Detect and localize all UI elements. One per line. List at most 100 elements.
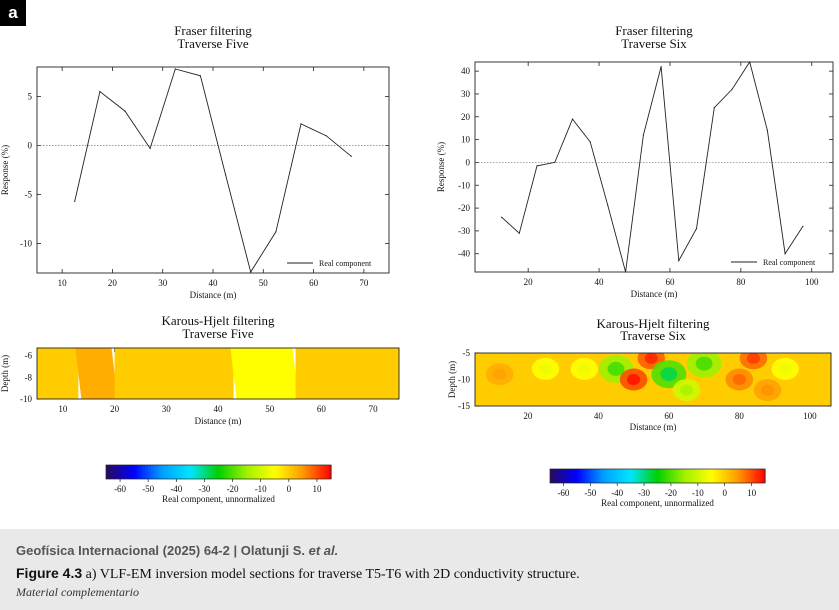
colorbar-segment [319,465,324,479]
colorbar-segment [590,469,594,483]
plot-frame [474,352,832,407]
data-point [300,123,302,125]
x-tick-label: 100 [803,411,817,421]
colorbar-segment [162,465,166,479]
colorbar-segment [762,469,766,483]
y-tick-label: -5 [25,190,33,200]
heatmap-body [475,353,831,406]
x-tick-label: 30 [162,404,172,414]
y-axis-label: Response (%) [436,142,446,192]
colorbar-segment [587,469,591,483]
x-tick-label: 40 [214,404,224,414]
colorbar-segment [574,469,578,483]
plot-frame [36,347,400,400]
colorbar-segment [555,469,559,483]
colorbar-segment [627,469,632,483]
colorbar-tick-label: -60 [114,484,126,494]
colorbar-segment [571,469,575,483]
y-tick-label: -30 [458,226,470,236]
colorbar-segment [579,469,583,483]
data-point [695,228,698,230]
data-point [350,155,352,157]
y-axis-label: Depth (m) [447,361,457,398]
legend-label: Real component [763,258,816,267]
colorbar-segment [756,469,761,483]
colorbar-segment [563,469,567,483]
y-tick-label: -15 [458,401,470,411]
material-note: Material complementario [16,585,139,599]
colorbar-segment [700,469,704,483]
x-tick-label: 40 [595,277,605,287]
colorbar-segment [730,469,734,483]
colorbar-segment [274,465,279,479]
series-line-real-component [501,60,804,273]
colorbar-segment [328,465,332,479]
colorbar-segment [286,465,290,479]
colorbar-segment [156,465,161,479]
data-point [174,68,176,70]
colorbar-segment [568,469,573,483]
colorbar-segment [114,465,118,479]
colorbar-segment [316,465,321,479]
colorbar-segment [196,465,200,479]
colorbar-segment [111,465,116,479]
y-tick-label: 10 [461,135,471,145]
colorbar-segment [644,469,648,483]
colorbar-segment [636,469,640,483]
colorbar-segment [305,465,310,479]
colorbar-segment [595,469,599,483]
colorbar-segment [689,469,694,483]
colorbar-segment [751,469,755,483]
data-point [731,88,733,90]
colorbar-segment [153,465,158,479]
x-tick-label: 60 [309,278,319,288]
colorbar-segment [210,465,214,479]
colorbar-segment [724,469,728,483]
colorbar-tick-label: 0 [287,484,292,494]
colorbar-segment [598,469,602,483]
data-point [802,225,804,227]
caption-text: a) VLF-EM inversion model sections for t… [85,567,580,582]
colorbar-segment [108,465,113,479]
colorbar-segment [654,469,659,483]
colorbar-segment [300,465,304,479]
colorbar-segment [638,469,642,483]
x-tick-label: 20 [110,404,120,414]
colorbar-segment [584,469,589,483]
colorbar-segment [173,465,177,479]
journal-text: Geofísica Internacional (2025) 64-2 | Ol… [16,543,306,558]
colorbar-segment [139,465,144,479]
x-tick-label: 10 [58,278,68,288]
colorbar-segment [727,469,731,483]
colorbar-segment [641,469,645,483]
heatmap-anomaly-core [644,353,658,364]
colorbar-segment [291,465,296,479]
colorbar-tick-label: -40 [170,484,182,494]
colorbar-segment [713,469,718,483]
colorbar-segment [131,465,135,479]
x-tick-label: 60 [665,277,675,287]
heatmap-zone [295,348,399,399]
colorbar-segment [184,465,189,479]
colorbar-segment [735,469,739,483]
y-tick-label: -5 [463,348,471,358]
colorbar-tick-label: -60 [557,488,569,498]
colorbar-tick-label: -40 [611,488,623,498]
colorbar-segment [614,469,618,483]
heatmap-anomaly-core [607,361,625,376]
colorbar-segment [181,465,186,479]
x-axis-label: Distance (m) [195,416,242,426]
colorbar-segment [120,465,124,479]
colorbar-segment [622,469,626,483]
colorbar-segment [218,465,222,479]
colorbar-segment [283,465,287,479]
data-point [325,135,327,137]
colorbar-segment [243,465,248,479]
colorbar-tick-label: -50 [142,484,154,494]
colorbar-segment [241,465,245,479]
series-line-real-component [74,68,352,274]
colorbar-segment [325,465,329,479]
colorbar-segment [740,469,745,483]
colorbar-segment [179,465,183,479]
colorbar-segment [708,469,712,483]
